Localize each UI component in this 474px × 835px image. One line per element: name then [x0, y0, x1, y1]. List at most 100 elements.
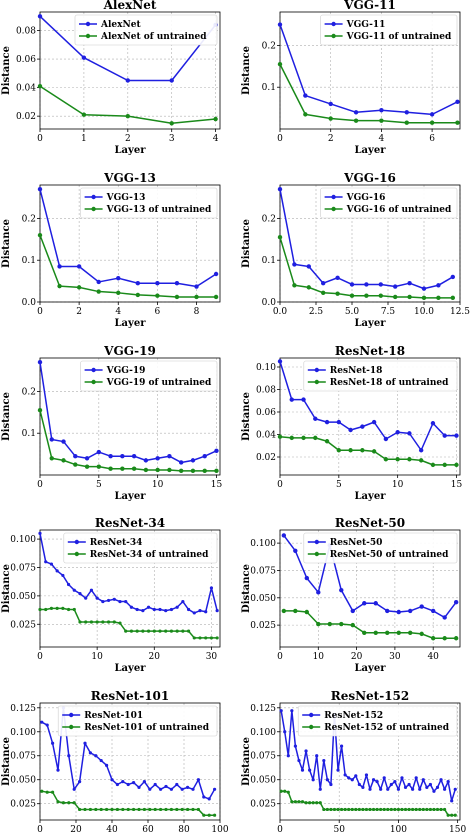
- data-point-untrained: [116, 290, 121, 296]
- x-tick-label: 60: [142, 825, 154, 835]
- legend-swatch-marker: [69, 724, 74, 730]
- chart-panel: 0 2 4 6 80.00.10.2VGG-13LayerDistanceVGG-13V…: [1, 171, 221, 329]
- legend-label: VGG-13: [106, 193, 146, 203]
- data-point-untrained: [181, 629, 185, 633]
- data-point-untrained: [174, 294, 180, 300]
- data-point-untrained: [436, 295, 441, 301]
- data-point-trained: [442, 615, 447, 620]
- legend-box: [303, 532, 458, 564]
- data-point-untrained: [194, 294, 199, 300]
- data-point-trained: [84, 596, 88, 600]
- data-point-trained: [436, 283, 441, 288]
- data-point-untrained: [290, 800, 294, 804]
- data-point-trained: [453, 599, 459, 605]
- data-point-untrained: [204, 636, 208, 640]
- y-tick-label: 0.100: [250, 539, 276, 549]
- data-point-trained: [169, 787, 173, 791]
- data-point-untrained: [425, 807, 429, 812]
- data-point-trained: [137, 785, 141, 789]
- y-tick-label: 0.04: [16, 84, 36, 94]
- data-point-trained: [129, 605, 134, 609]
- data-point-untrained: [304, 801, 308, 805]
- x-tick-label: 20: [70, 825, 82, 835]
- data-point-untrained: [49, 456, 54, 461]
- y-tick-label: 0.075: [10, 752, 36, 762]
- data-point-untrained: [121, 807, 125, 812]
- data-point-trained: [407, 431, 412, 436]
- plot-frame: [279, 184, 461, 303]
- x-tick-label: 5.0: [345, 307, 360, 317]
- data-point-trained: [454, 433, 459, 438]
- data-point-trained: [395, 430, 400, 435]
- data-point-trained: [175, 605, 179, 609]
- x-tick-label: 0: [277, 480, 283, 490]
- y-tick-label: 0.2: [22, 214, 36, 224]
- data-point-untrained: [132, 807, 136, 812]
- data-point-trained: [439, 778, 443, 782]
- data-point-trained: [38, 531, 42, 536]
- data-point-trained: [435, 785, 440, 789]
- data-point-untrained: [343, 807, 347, 812]
- data-point-untrained: [44, 607, 48, 612]
- data-point-untrained: [419, 631, 424, 637]
- data-point-untrained: [325, 807, 329, 812]
- series-line-trained: [283, 535, 457, 619]
- y-axis-label: Distance: [241, 219, 252, 268]
- x-tick-label: 3: [169, 134, 175, 144]
- y-tick-label: 0.2: [22, 387, 36, 397]
- data-point-trained: [347, 776, 351, 780]
- data-point-untrained: [322, 807, 326, 812]
- legend-label: VGG-16: [346, 193, 386, 203]
- data-point-untrained: [432, 807, 436, 812]
- data-point-untrained: [360, 448, 365, 453]
- data-point-trained: [81, 55, 87, 60]
- x-tick-label: 10: [313, 652, 325, 662]
- data-point-untrained: [148, 807, 152, 812]
- data-point-trained: [115, 782, 119, 787]
- legend-swatch-marker: [314, 367, 319, 373]
- data-point-untrained: [286, 790, 290, 794]
- data-point-untrained: [311, 801, 315, 805]
- data-point-untrained: [418, 458, 424, 463]
- data-point-untrained: [403, 807, 408, 812]
- data-point-untrained: [73, 462, 78, 467]
- data-point-untrained: [207, 813, 211, 817]
- data-point-untrained: [213, 813, 217, 817]
- x-tick-label: 20: [351, 652, 363, 662]
- legend-label: ResNet-101: [84, 711, 143, 721]
- chart-panel: 0 50 100 150 0.025 0.050 0.075 0.100 0.125 ResNet…: [241, 689, 466, 835]
- data-point-trained: [108, 453, 113, 459]
- data-point-untrained: [141, 629, 145, 633]
- data-point-untrained: [202, 468, 207, 474]
- x-tick-label: 8: [194, 307, 200, 317]
- y-axis-label: Distance: [1, 219, 12, 268]
- legend-swatch-marker: [314, 551, 319, 557]
- data-point-untrained: [450, 813, 454, 817]
- data-point-untrained: [94, 807, 98, 812]
- data-point-untrained: [300, 800, 305, 804]
- y-axis-label: Distance: [1, 564, 12, 613]
- legend: ResNet-18 ResNet-18 of untrained: [303, 360, 458, 392]
- data-point-trained: [349, 282, 355, 287]
- data-point-untrained: [169, 121, 174, 126]
- data-point-untrained: [362, 630, 367, 635]
- legend: VGG-13 VGG-13 of untrained: [80, 187, 218, 219]
- x-axis-label: Layer: [355, 318, 387, 329]
- y-axis-label: Distance: [241, 46, 252, 95]
- data-point-trained: [403, 785, 408, 789]
- data-point-untrained: [135, 292, 141, 298]
- x-tick-label: 5: [336, 480, 342, 490]
- data-point-untrained: [357, 807, 361, 812]
- data-point-trained: [290, 709, 294, 713]
- y-axis-label: Distance: [1, 392, 12, 441]
- x-tick-label: 80: [178, 825, 190, 835]
- data-point-trained: [321, 280, 326, 286]
- x-tick-label: 0: [277, 825, 283, 835]
- data-point-trained: [414, 776, 418, 780]
- data-point-trained: [101, 599, 105, 604]
- x-tick-label: 0: [37, 825, 43, 835]
- plot-frame: [279, 11, 461, 130]
- data-point-trained: [425, 785, 429, 789]
- data-point-untrained: [45, 790, 49, 794]
- plot-frame: [39, 357, 221, 476]
